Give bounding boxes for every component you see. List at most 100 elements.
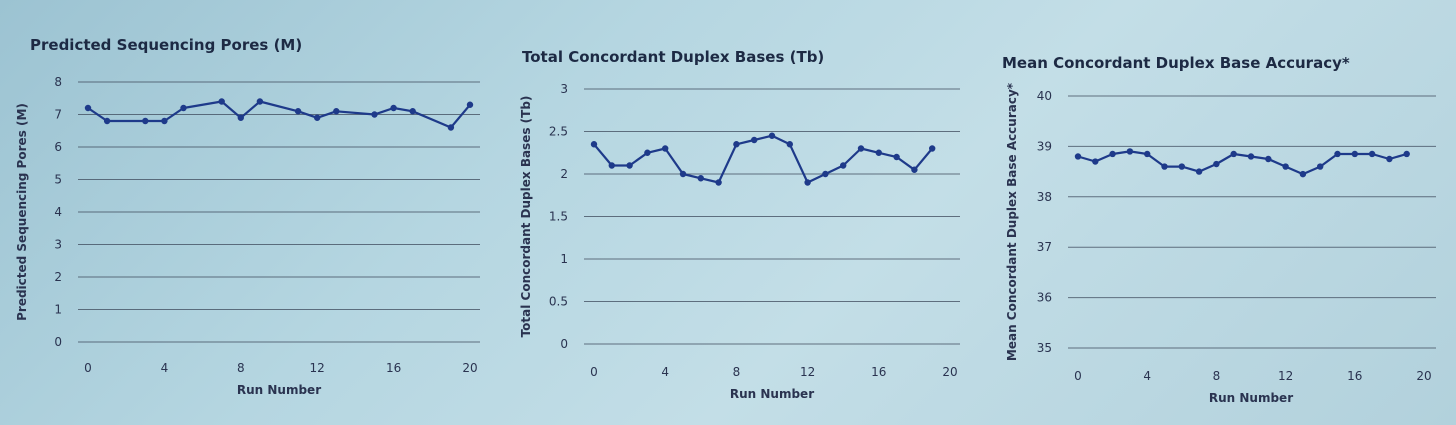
chart-title: Mean Concordant Duplex Base Accuracy* bbox=[1002, 54, 1350, 72]
y-tick-label: 37 bbox=[1037, 240, 1052, 254]
data-point bbox=[1317, 163, 1324, 170]
y-tick-label: 3 bbox=[560, 82, 568, 96]
data-point bbox=[715, 179, 722, 186]
chart-1: Predicted Sequencing Pores (M)0123456780… bbox=[15, 36, 480, 397]
data-point bbox=[1403, 150, 1410, 158]
data-point bbox=[237, 114, 244, 121]
data-point bbox=[180, 104, 187, 112]
data-point bbox=[161, 117, 168, 125]
data-point bbox=[857, 145, 865, 152]
data-point bbox=[1074, 153, 1082, 160]
y-tick-label: 5 bbox=[54, 173, 62, 187]
data-point bbox=[103, 117, 111, 125]
data-point bbox=[142, 117, 149, 125]
data-point bbox=[294, 108, 302, 115]
y-tick-label: 0.5 bbox=[549, 295, 568, 309]
x-tick-label: 4 bbox=[161, 361, 169, 375]
data-point bbox=[218, 98, 225, 105]
y-tick-label: 2 bbox=[54, 270, 62, 284]
y-tick-label: 38 bbox=[1037, 190, 1052, 204]
data-point bbox=[822, 170, 829, 178]
y-axis-label: Mean Concordant Duplex Base Accuracy* bbox=[1005, 82, 1019, 361]
data-point bbox=[256, 98, 264, 105]
data-point bbox=[1265, 155, 1272, 163]
y-tick-label: 2.5 bbox=[549, 125, 568, 139]
y-tick-label: 35 bbox=[1037, 341, 1052, 355]
data-point bbox=[1351, 150, 1359, 158]
series-line bbox=[87, 100, 471, 129]
y-tick-label: 3 bbox=[54, 238, 62, 252]
x-tick-label: 12 bbox=[1278, 369, 1293, 383]
data-point bbox=[840, 162, 847, 169]
data-point bbox=[409, 108, 416, 115]
y-tick-label: 0 bbox=[54, 335, 62, 349]
x-tick-label: 4 bbox=[1143, 369, 1151, 383]
data-point bbox=[679, 170, 687, 178]
data-point bbox=[1195, 168, 1203, 175]
data-point bbox=[84, 104, 92, 112]
data-point bbox=[804, 179, 811, 186]
x-tick-label: 16 bbox=[1347, 369, 1362, 383]
data-point bbox=[875, 149, 882, 156]
y-tick-label: 4 bbox=[54, 205, 62, 219]
y-tick-label: 6 bbox=[54, 140, 62, 154]
chart-title: Total Concordant Duplex Bases (Tb) bbox=[522, 48, 824, 66]
y-tick-label: 40 bbox=[1037, 89, 1052, 103]
y-tick-label: 1 bbox=[54, 303, 62, 317]
data-point bbox=[1230, 150, 1237, 158]
data-point bbox=[626, 162, 633, 169]
y-tick-label: 1.5 bbox=[549, 210, 568, 224]
x-tick-label: 0 bbox=[84, 361, 92, 375]
chart-title: Predicted Sequencing Pores (M) bbox=[30, 36, 302, 54]
x-tick-label: 8 bbox=[733, 365, 741, 379]
y-tick-label: 0 bbox=[560, 337, 568, 351]
x-tick-label: 12 bbox=[310, 361, 325, 375]
data-point bbox=[768, 132, 776, 139]
x-tick-label: 8 bbox=[1213, 369, 1221, 383]
data-point bbox=[1144, 150, 1151, 158]
y-tick-label: 39 bbox=[1037, 139, 1052, 153]
x-tick-label: 16 bbox=[871, 365, 886, 379]
data-point bbox=[608, 162, 615, 169]
data-point bbox=[466, 101, 474, 108]
data-point bbox=[1247, 153, 1255, 160]
data-point bbox=[333, 108, 340, 115]
x-tick-label: 0 bbox=[590, 365, 598, 379]
data-point bbox=[1092, 158, 1099, 165]
x-tick-label: 20 bbox=[942, 365, 957, 379]
y-tick-label: 36 bbox=[1037, 291, 1052, 305]
data-point bbox=[929, 145, 936, 152]
x-tick-label: 20 bbox=[1416, 369, 1431, 383]
data-point bbox=[644, 149, 651, 156]
y-axis-label: Predicted Sequencing Pores (M) bbox=[15, 103, 29, 321]
data-point bbox=[1213, 160, 1220, 168]
data-point bbox=[314, 114, 321, 121]
data-point bbox=[1282, 163, 1289, 170]
x-axis-label: Run Number bbox=[237, 383, 321, 397]
x-tick-label: 16 bbox=[386, 361, 401, 375]
data-point bbox=[447, 124, 455, 131]
data-point bbox=[911, 166, 918, 173]
data-point bbox=[733, 141, 740, 148]
data-point bbox=[662, 145, 669, 152]
data-point bbox=[390, 104, 397, 112]
data-point bbox=[751, 136, 758, 144]
data-point bbox=[1161, 163, 1168, 170]
y-tick-label: 7 bbox=[54, 108, 62, 122]
data-point bbox=[1109, 150, 1116, 158]
chart-2: Total Concordant Duplex Bases (Tb) 0 0.5 1 1… bbox=[519, 48, 960, 401]
data-point bbox=[786, 141, 793, 148]
data-point bbox=[1126, 148, 1134, 155]
data-point bbox=[893, 153, 900, 161]
chart-3: Mean Concordant Duplex Base Accuracy* 35 3… bbox=[1002, 54, 1436, 405]
data-point bbox=[1178, 163, 1186, 170]
data-point bbox=[590, 141, 598, 148]
data-point bbox=[697, 175, 704, 182]
y-tick-label: 1 bbox=[560, 252, 568, 266]
y-axis-label: Total Concordant Duplex Bases (Tb) bbox=[519, 96, 533, 338]
x-tick-label: 8 bbox=[237, 361, 245, 375]
data-point bbox=[1334, 150, 1341, 158]
data-point bbox=[371, 111, 378, 118]
data-point bbox=[1386, 155, 1393, 163]
data-point bbox=[1299, 170, 1307, 178]
